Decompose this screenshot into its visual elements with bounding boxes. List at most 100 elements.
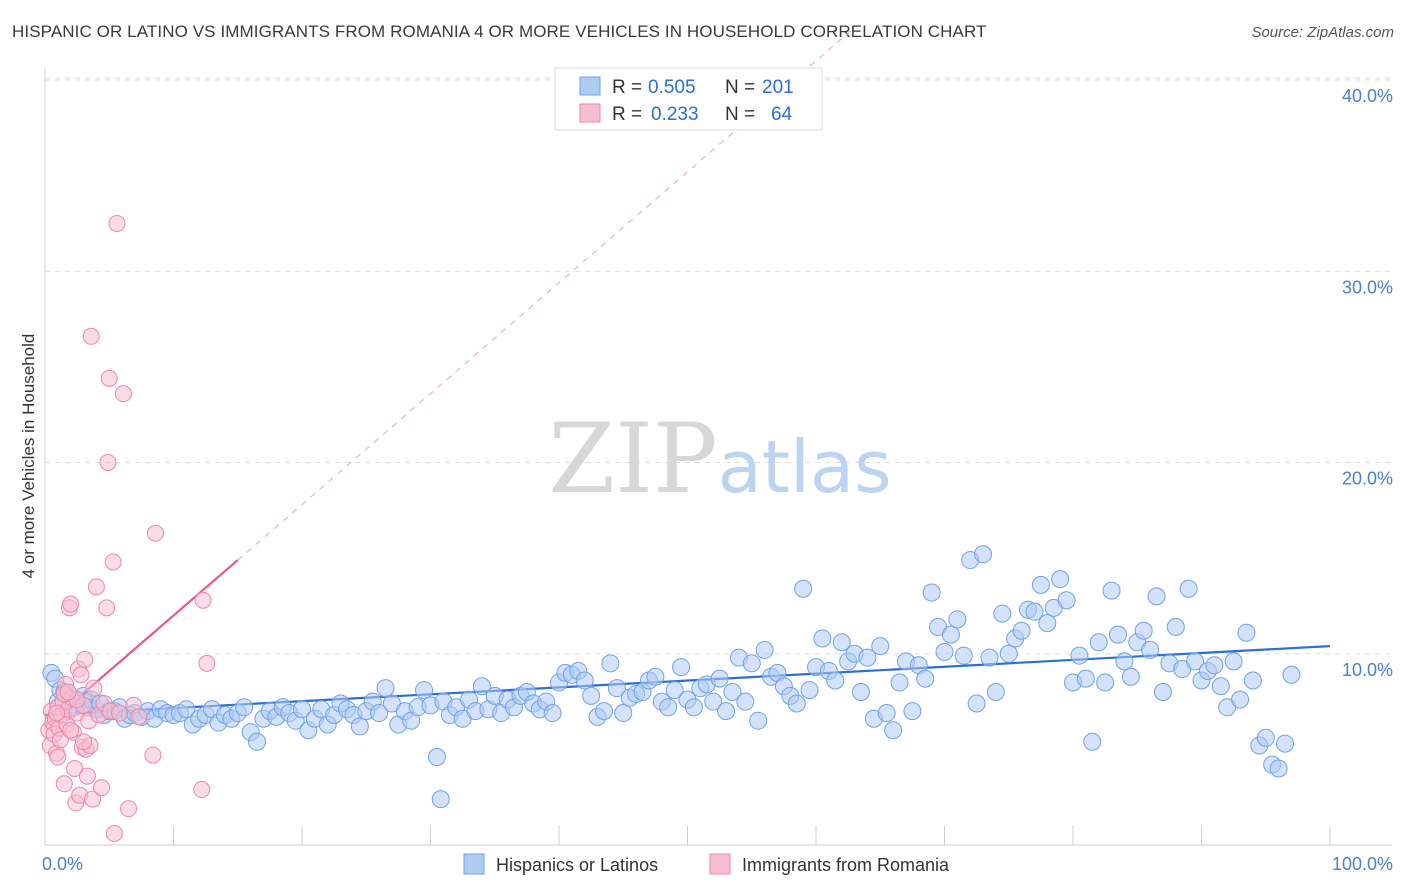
- point-0-92: [582, 686, 601, 705]
- trend-lines: [44, 27, 1331, 728]
- point-1-54: [194, 591, 212, 609]
- stats-legend-swatch-blue: [579, 76, 601, 96]
- point-0-113: [717, 702, 736, 721]
- point-0-111: [704, 692, 723, 711]
- grid-lines: [45, 77, 1392, 655]
- point-0-104: [659, 698, 678, 717]
- point-0-168: [1070, 646, 1089, 665]
- point-0-131: [832, 633, 851, 652]
- stats-r-label-1: R =: [612, 77, 642, 98]
- point-1-45: [105, 825, 123, 843]
- point-1-55: [198, 654, 216, 672]
- point-0-94: [594, 702, 613, 721]
- point-1-28: [76, 650, 94, 668]
- point-0-159: [1012, 621, 1031, 640]
- point-0-172: [1096, 673, 1115, 692]
- x-tick-label-1: 100.0%: [1332, 854, 1393, 874]
- point-0-194: [1237, 623, 1256, 642]
- point-0-166: [1057, 591, 1076, 610]
- point-0-173: [1102, 581, 1121, 600]
- point-0-118: [749, 711, 768, 730]
- point-0-145: [922, 583, 941, 602]
- point-1-48: [114, 385, 132, 403]
- stats-n-label-2: N =: [725, 104, 755, 125]
- point-0-125: [794, 579, 813, 598]
- point-0-28: [177, 700, 196, 719]
- point-0-170: [1083, 732, 1102, 751]
- point-0-179: [1141, 640, 1160, 659]
- point-0-165: [1051, 570, 1070, 589]
- point-1-46: [108, 214, 126, 232]
- point-1-34: [84, 790, 102, 808]
- x-tick-labels: 0.0% 100.0%: [42, 854, 1393, 874]
- stats-n-value-2: 64: [771, 104, 793, 125]
- point-0-114: [723, 683, 742, 701]
- point-1-35: [85, 679, 103, 697]
- series-hispanics: [42, 545, 1301, 809]
- y-tick-label-3: 40.0%: [1342, 86, 1393, 106]
- stats-r-label-2: R =: [612, 104, 642, 125]
- point-0-169: [1076, 669, 1095, 688]
- point-0-201: [1282, 665, 1301, 684]
- trend-line-romania-extension: [237, 27, 855, 561]
- point-1-44: [104, 553, 122, 571]
- point-0-55: [350, 717, 369, 736]
- point-0-163: [1038, 614, 1057, 633]
- point-0-134: [851, 683, 870, 701]
- x-tick-label-0: 0.0%: [42, 854, 83, 874]
- series-romania: [40, 214, 216, 843]
- point-0-119: [755, 640, 774, 659]
- point-0-59: [376, 679, 395, 698]
- point-0-46: [293, 700, 311, 719]
- point-1-20: [66, 760, 84, 777]
- point-0-91: [575, 671, 594, 690]
- y-axis-label: 4 or more Vehicles in Household: [19, 334, 38, 579]
- point-0-153: [974, 545, 993, 564]
- watermark-zip: ZIP: [548, 403, 717, 515]
- point-0-180: [1147, 587, 1166, 606]
- point-0-200: [1276, 734, 1295, 753]
- stats-r-value-2: 0.233: [651, 104, 699, 125]
- point-1-12: [55, 775, 73, 793]
- legend-swatch-hispanics: [463, 853, 485, 875]
- point-0-65: [415, 681, 434, 700]
- stats-n-value-1: 201: [762, 77, 794, 98]
- point-0-174: [1108, 625, 1127, 644]
- point-0-105: [665, 681, 684, 700]
- y-tick-label-2: 30.0%: [1342, 277, 1393, 297]
- watermark-atlas: atlas: [718, 425, 892, 509]
- legend-label-hispanics: Hispanics or Latinos: [496, 855, 658, 875]
- point-0-178: [1134, 621, 1153, 640]
- legend-label-romania: Immigrants from Romania: [742, 855, 950, 875]
- point-1-59: [62, 721, 80, 739]
- point-1-49: [120, 800, 138, 818]
- data-points: [40, 214, 1301, 843]
- point-0-157: [999, 644, 1018, 663]
- point-0-124: [787, 694, 806, 713]
- point-0-135: [858, 648, 877, 667]
- point-0-190: [1211, 677, 1230, 696]
- point-0-185: [1179, 579, 1198, 598]
- stats-legend-swatch-pink: [579, 103, 601, 123]
- point-0-128: [813, 629, 832, 648]
- point-1-42: [100, 369, 118, 387]
- point-0-142: [903, 702, 922, 721]
- point-0-75: [472, 677, 491, 696]
- series-legend: Hispanics or Latinos Immigrants from Rom…: [463, 853, 950, 875]
- point-1-33: [82, 327, 100, 345]
- point-0-97: [614, 704, 633, 723]
- point-1-53: [147, 524, 165, 542]
- stats-legend: R = 0.505 N = 201 R = 0.233 N = 64: [554, 67, 823, 131]
- point-0-150: [954, 646, 973, 665]
- point-1-63: [48, 704, 66, 722]
- point-0-181: [1153, 683, 1172, 701]
- y-tick-label-1: 20.0%: [1342, 469, 1393, 489]
- point-0-58: [370, 704, 389, 723]
- point-0-155: [986, 683, 1005, 701]
- point-0-176: [1121, 667, 1140, 686]
- point-0-138: [877, 704, 896, 723]
- point-0-130: [826, 671, 845, 690]
- point-1-56: [193, 781, 211, 799]
- point-0-154: [980, 648, 999, 667]
